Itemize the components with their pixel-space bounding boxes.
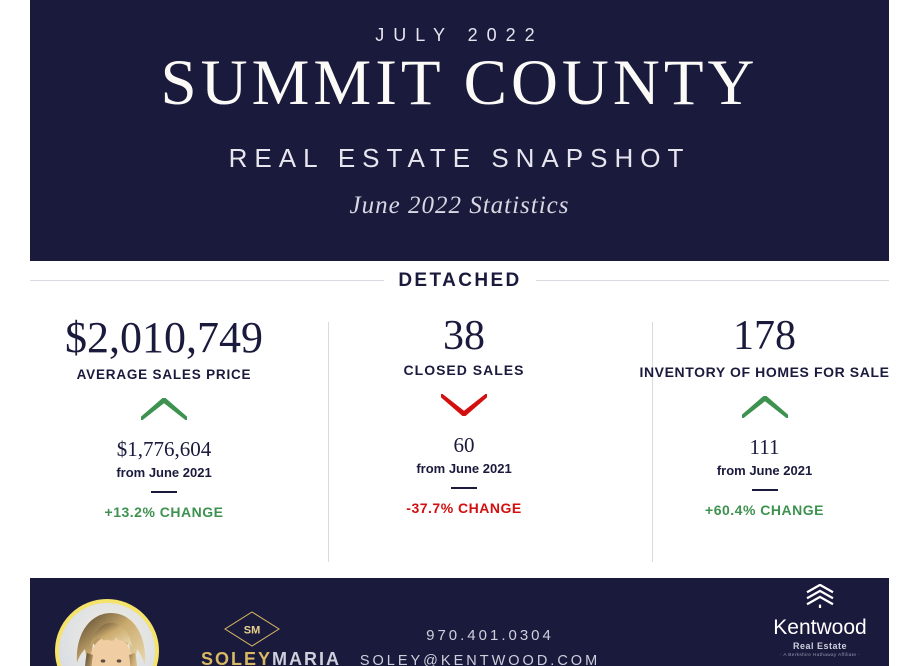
svg-text:SM: SM	[244, 625, 261, 637]
